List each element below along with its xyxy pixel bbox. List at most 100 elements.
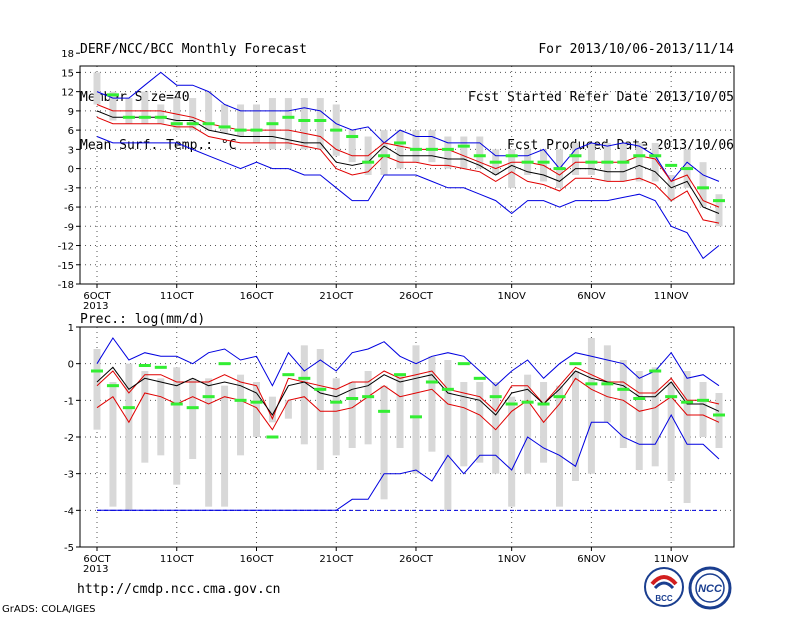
ensemble-box [205,378,213,507]
ensemble-box [412,130,420,163]
y-tick-label: -9 [64,222,74,233]
y-tick-label: 15 [61,68,74,79]
observation-mark [569,154,582,158]
ensemble-box [348,382,356,448]
outer-low-line [97,413,720,511]
ensemble-box [252,104,260,143]
observation-mark [186,122,199,126]
outer-high-line [96,337,720,387]
observation-mark [537,160,550,164]
observation-mark [441,387,454,391]
y-tick-label: -5 [64,543,74,554]
observation-mark [569,362,582,366]
observation-mark [553,395,566,399]
observation-mark [633,154,646,158]
ensemble-box [683,371,691,503]
y-tick-label: -3 [64,470,74,481]
observation-mark [218,362,231,366]
observation-mark [154,115,167,119]
observation-mark [202,395,215,399]
ensemble-box [635,371,643,470]
x-tick-label: 1NOV [497,291,526,302]
observation-mark [505,402,518,406]
observation-mark [186,406,199,410]
observation-mark [266,435,279,439]
ensemble-box [237,104,245,137]
ensemble-box [173,367,181,485]
observation-mark [617,387,630,391]
observation-mark [362,395,375,399]
observation-mark [330,128,343,132]
observation-mark [409,415,422,419]
ensemble-box [189,378,197,459]
ensemble-box [524,374,532,474]
ensemble-box [300,345,308,445]
x-tick-label: 6OCT [83,291,111,302]
ensemble-box [444,136,452,169]
ensemble-box [444,360,452,511]
x-tick-label: 1NOV [497,554,526,565]
observation-mark [106,384,119,388]
observation-mark [298,119,311,122]
x-tick-label: 6NOV [577,554,606,565]
observation-mark [665,163,678,167]
ensemble-box [316,349,324,470]
x-tick-sublabel: 2013 [83,301,108,312]
observation-mark [521,160,534,164]
ensemble-box [667,382,675,481]
y-tick-label: -3 [64,184,74,195]
ensemble-box [125,363,133,511]
ensemble-box [412,345,420,474]
ensemble-box [571,371,579,481]
observation-mark [617,160,630,164]
ensemble-box [508,396,516,507]
ncc-logo-text: NCC [698,583,723,595]
x-tick-label: 21OCT [319,291,354,302]
bcc-logo-text: BCC [655,594,673,603]
observation-mark [218,125,231,129]
y-tick-label: -18 [58,280,74,291]
ensemble-box [715,194,723,227]
chart-panel-2: Prec.: log(mm/d)-5-4-3-2-1016OCT201311OC… [64,312,735,575]
observation-mark [489,160,502,164]
ensemble-box [284,98,292,150]
ensemble-box [460,382,468,467]
ncc-logo: NCC [688,566,732,610]
observation-mark [378,409,391,413]
observation-mark [425,147,438,151]
ensemble-box [252,382,260,437]
observation-mark [282,115,295,119]
ensemble-box [189,98,197,131]
observation-mark [473,154,486,158]
ensemble-box [476,136,484,169]
bcc-logo: BCC [644,567,684,607]
forecast-period: For 2013/10/06-2013/11/14 [538,42,734,57]
observation-mark [250,400,263,404]
observation-mark [170,122,183,126]
ensemble-box [699,382,707,437]
panel-title: Prec.: log(mm/d) [80,312,205,327]
y-tick-label: -2 [64,433,74,444]
x-tick-label: 11NOV [654,291,689,302]
observation-mark [601,160,614,164]
observation-mark [138,364,151,367]
y-tick-label: 18 [61,49,74,60]
observation-mark [298,376,311,380]
observation-mark [681,400,694,404]
observation-mark [585,382,598,386]
observation-mark [409,147,422,151]
observation-mark [122,115,135,119]
inner-low-line [96,377,720,431]
ensemble-box [651,142,659,182]
y-tick-label: 1 [68,323,74,334]
variable-label: Mean Surf. Temp.: °C [80,138,237,153]
grads-credit: GrADS: COLA/IGES [2,604,96,615]
started-date: Fcst Started Refer Date 2013/10/05 [467,90,734,105]
observation-mark [697,186,710,190]
ensemble-box [380,130,388,175]
outer-low-line [96,136,720,260]
ensemble-box [221,385,229,507]
observation-mark [234,128,247,132]
observation-mark [250,128,263,132]
source-url[interactable]: http://cmdp.ncc.cma.gov.cn [77,582,281,597]
